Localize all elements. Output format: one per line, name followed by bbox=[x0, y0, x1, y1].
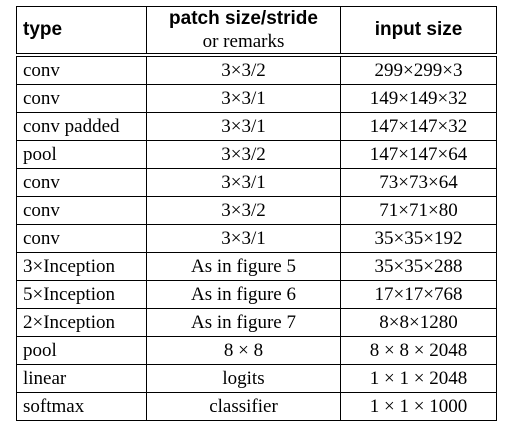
cell-input: 1 × 1 × 2048 bbox=[340, 364, 497, 393]
cell-input: 8×8×1280 bbox=[340, 308, 497, 337]
header-patch-line2: or remarks bbox=[202, 31, 285, 52]
cell-patch: 3×3/2 bbox=[146, 140, 341, 169]
cell-type: 2×Inception bbox=[16, 308, 147, 337]
cell-type: conv bbox=[16, 84, 147, 113]
cell-input: 17×17×768 bbox=[340, 280, 497, 309]
table-row: 3×Inception As in figure 5 35×35×288 bbox=[16, 252, 497, 281]
header-patch-line1: patch size/stride bbox=[169, 8, 318, 29]
cell-input: 8 × 8 × 2048 bbox=[340, 336, 497, 365]
cell-patch: As in figure 7 bbox=[146, 308, 341, 337]
cell-patch: 3×3/2 bbox=[146, 196, 341, 225]
cell-type: softmax bbox=[16, 392, 147, 421]
table-row: pool 8 × 8 8 × 8 × 2048 bbox=[16, 336, 497, 365]
header-type: type bbox=[16, 6, 147, 57]
table-row: 2×Inception As in figure 7 8×8×1280 bbox=[16, 308, 497, 337]
table-row: conv 3×3/1 35×35×192 bbox=[16, 224, 497, 253]
cell-type: conv bbox=[16, 224, 147, 253]
cell-input: 147×147×64 bbox=[340, 140, 497, 169]
cell-input: 147×147×32 bbox=[340, 112, 497, 141]
table-row: conv 3×3/1 149×149×32 bbox=[16, 84, 497, 113]
cell-type: 3×Inception bbox=[16, 252, 147, 281]
table-row: pool 3×3/2 147×147×64 bbox=[16, 140, 497, 169]
cell-type: conv padded bbox=[16, 112, 147, 141]
cell-type: pool bbox=[16, 140, 147, 169]
cell-patch: classifier bbox=[146, 392, 341, 421]
cell-patch: As in figure 5 bbox=[146, 252, 341, 281]
table-row: conv 3×3/2 71×71×80 bbox=[16, 196, 497, 225]
cell-type: conv bbox=[16, 168, 147, 197]
cell-input: 71×71×80 bbox=[340, 196, 497, 225]
cell-type: conv bbox=[16, 196, 147, 225]
cell-patch: 3×3/2 bbox=[146, 54, 341, 85]
cell-type: 5×Inception bbox=[16, 280, 147, 309]
cell-input: 35×35×288 bbox=[340, 252, 497, 281]
table-row: conv 3×3/2 299×299×3 bbox=[16, 54, 497, 85]
table-row: conv 3×3/1 73×73×64 bbox=[16, 168, 497, 197]
cell-type: conv bbox=[16, 54, 147, 85]
cell-patch: 3×3/1 bbox=[146, 84, 341, 113]
cell-input: 73×73×64 bbox=[340, 168, 497, 197]
table-row: softmax classifier 1 × 1 × 1000 bbox=[16, 392, 497, 421]
cell-input: 149×149×32 bbox=[340, 84, 497, 113]
cell-patch: logits bbox=[146, 364, 341, 393]
cell-input: 35×35×192 bbox=[340, 224, 497, 253]
cell-patch: 3×3/1 bbox=[146, 112, 341, 141]
table-row: conv padded 3×3/1 147×147×32 bbox=[16, 112, 497, 141]
cell-patch: 8 × 8 bbox=[146, 336, 341, 365]
cell-type: linear bbox=[16, 364, 147, 393]
table-row: 5×Inception As in figure 6 17×17×768 bbox=[16, 280, 497, 309]
cell-patch: As in figure 6 bbox=[146, 280, 341, 309]
header-patch: patch size/stride or remarks bbox=[146, 6, 341, 57]
cell-input: 1 × 1 × 1000 bbox=[340, 392, 497, 421]
architecture-table: type patch size/stride or remarks input … bbox=[16, 6, 497, 421]
cell-patch: 3×3/1 bbox=[146, 224, 341, 253]
header-row: type patch size/stride or remarks input … bbox=[16, 6, 497, 57]
cell-type: pool bbox=[16, 336, 147, 365]
header-input: input size bbox=[340, 6, 497, 57]
cell-patch: 3×3/1 bbox=[146, 168, 341, 197]
cell-input: 299×299×3 bbox=[340, 54, 497, 85]
table-row: linear logits 1 × 1 × 2048 bbox=[16, 364, 497, 393]
